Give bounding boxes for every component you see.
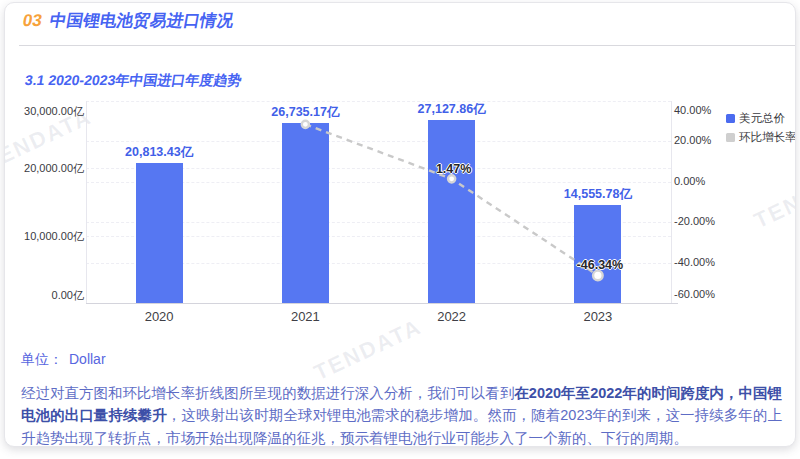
bar bbox=[282, 123, 329, 303]
x-axis-line bbox=[86, 303, 678, 304]
grid-line bbox=[86, 141, 671, 142]
y-axis-tick-right: 20.00% bbox=[674, 134, 711, 146]
legend-swatch bbox=[726, 133, 735, 142]
y-axis-tick-right: -40.00% bbox=[674, 256, 715, 268]
legend-swatch bbox=[726, 114, 735, 123]
growth-value-label: -46.34% bbox=[530, 258, 670, 272]
y-axis-line-left bbox=[86, 101, 87, 303]
watermark: TENDATA bbox=[310, 314, 426, 387]
header: 03 中国锂电池贸易进口情况 bbox=[21, 10, 236, 32]
legend-item[interactable]: 美元总价 bbox=[726, 109, 796, 128]
legend-label: 美元总价 bbox=[739, 111, 785, 126]
chart-section-title: 3.1 2020-2023年中国进口年度趋势 bbox=[24, 72, 243, 90]
analysis-paragraph: 经过对直方图和环比增长率折线图所呈现的数据进行深入分析，我们可以看到在2020年… bbox=[21, 382, 782, 447]
x-axis-label: 2022 bbox=[382, 309, 522, 324]
x-axis-label: 2023 bbox=[528, 309, 668, 324]
analysis-text-segment: 经过对直方图和环比增长率折线图所呈现的数据进行深入分析，我们可以看到 bbox=[21, 385, 514, 401]
y-axis-tick-right: -60.00% bbox=[674, 288, 715, 300]
bar bbox=[574, 205, 621, 303]
y-axis-tick-right: 0.00% bbox=[674, 175, 705, 187]
legend-item[interactable]: 环比增长率 bbox=[726, 128, 796, 147]
bar-value-label: 20,813.43亿 bbox=[89, 144, 229, 161]
bar-value-label: 27,127.86亿 bbox=[382, 101, 522, 118]
y-axis-tick-left: 20,000.00亿 bbox=[5, 161, 84, 176]
section-number: 03 bbox=[21, 11, 43, 30]
grid-line bbox=[86, 101, 671, 102]
bar-value-label: 26,735.17亿 bbox=[235, 104, 375, 121]
watermark: TENDATA bbox=[750, 162, 796, 235]
growth-value-label: 1.47% bbox=[384, 162, 524, 176]
y-axis-tick-right: 40.00% bbox=[674, 104, 711, 116]
y-axis-tick-left: 10,000.00亿 bbox=[5, 229, 84, 244]
y-axis-tick-left: 30,000.00亿 bbox=[5, 104, 84, 119]
unit-label: 单位： bbox=[21, 351, 63, 367]
legend-label: 环比增长率 bbox=[739, 130, 796, 145]
y-axis-tick-left: 0.00亿 bbox=[5, 288, 84, 303]
x-axis-label: 2020 bbox=[89, 309, 229, 324]
unit-value: Dollar bbox=[69, 351, 106, 367]
x-axis-label: 2021 bbox=[235, 309, 375, 324]
y-axis-line-right bbox=[671, 101, 672, 303]
y-axis-tick-right: -20.00% bbox=[674, 215, 715, 227]
unit-note: 单位： Dollar bbox=[21, 351, 106, 369]
report-card: TENDATA TENDATA TENDATA 03中国锂电池贸易进口情况 3.… bbox=[4, 2, 796, 447]
page-title: 中国锂电池贸易进口情况 bbox=[49, 11, 236, 29]
bar bbox=[136, 163, 183, 303]
bar bbox=[428, 120, 475, 303]
chart-legend: 美元总价环比增长率 bbox=[726, 109, 796, 147]
header-divider bbox=[19, 45, 795, 46]
bar-value-label: 14,555.78亿 bbox=[528, 186, 668, 203]
